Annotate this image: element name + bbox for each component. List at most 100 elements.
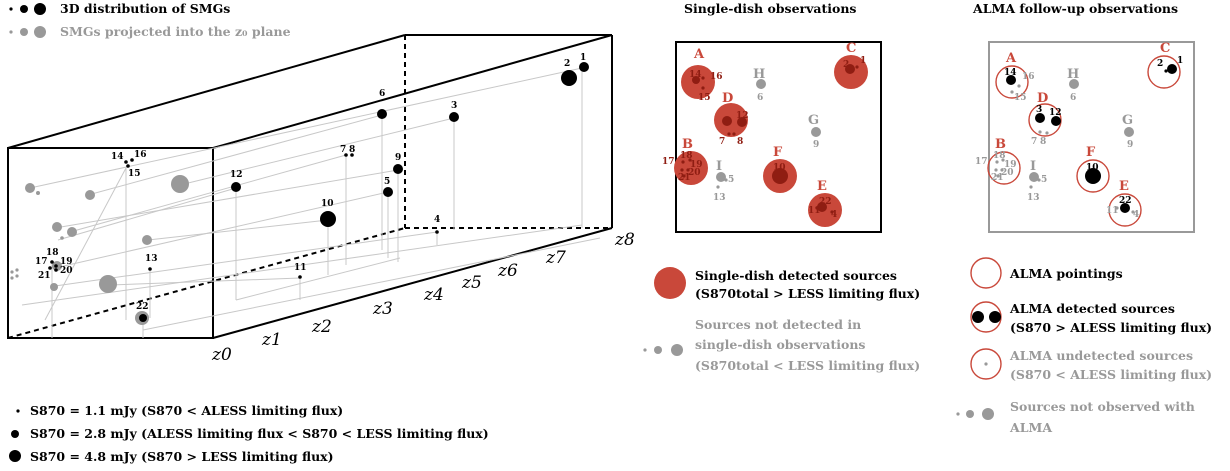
legend-projected-label: SMGs projected into the z₀ plane xyxy=(60,24,291,39)
svg-text:16: 16 xyxy=(134,150,147,160)
z-axis-labels: z0 z1 z2 z3 z4 z5 z6 z7 z8 xyxy=(211,230,635,365)
z-label: z1 xyxy=(261,330,282,350)
projected-points xyxy=(10,175,189,325)
flux-legend: S870 = 1.1 mJy (S870 < ALESS limiting fl… xyxy=(9,403,489,464)
svg-text:12: 12 xyxy=(736,111,749,121)
svg-text:15: 15 xyxy=(128,169,141,179)
svg-text:8: 8 xyxy=(349,145,355,155)
svg-text:9: 9 xyxy=(813,140,819,150)
box-3d xyxy=(7,34,613,339)
alma-legend: ALMA pointings ALMA detected sources (S8… xyxy=(956,257,1212,435)
svg-text:4: 4 xyxy=(831,210,837,220)
single-dish-legend: Single-dish detected sources (S870total … xyxy=(643,267,920,373)
svg-text:19: 19 xyxy=(1004,160,1017,170)
svg-text:14: 14 xyxy=(1004,68,1017,78)
legend-3d-label: 3D distribution of SMGs xyxy=(60,1,230,16)
flux-legend-medium: S870 = 2.8 mJy (ALESS limiting flux < S8… xyxy=(30,426,489,441)
svg-text:5: 5 xyxy=(1041,175,1047,185)
top-legend: 3D distribution of SMGs SMGs projected i… xyxy=(9,1,291,39)
svg-text:21: 21 xyxy=(678,173,691,183)
svg-text:6: 6 xyxy=(379,89,385,99)
svg-text:6: 6 xyxy=(1070,93,1076,103)
svg-text:G: G xyxy=(1122,113,1133,128)
svg-text:9: 9 xyxy=(1127,140,1133,150)
svg-text:13: 13 xyxy=(1027,193,1040,203)
svg-text:18: 18 xyxy=(46,248,59,258)
svg-text:3: 3 xyxy=(1036,105,1042,115)
svg-text:I: I xyxy=(716,159,722,174)
single-dish-title: Single-dish observations xyxy=(684,1,856,16)
svg-text:A: A xyxy=(693,47,705,62)
svg-text:3: 3 xyxy=(451,101,457,111)
svg-text:2: 2 xyxy=(843,60,849,70)
svg-text:1: 1 xyxy=(580,53,586,63)
svg-text:21: 21 xyxy=(991,173,1004,183)
svg-text:5: 5 xyxy=(384,177,390,187)
svg-text:19: 19 xyxy=(690,160,703,170)
svg-text:14: 14 xyxy=(689,70,702,80)
z-label: z3 xyxy=(372,299,393,319)
svg-text:7: 7 xyxy=(340,145,346,155)
svg-text:22: 22 xyxy=(136,302,149,312)
svg-text:22: 22 xyxy=(1119,196,1132,206)
z-label: z2 xyxy=(311,317,332,337)
svg-text:2: 2 xyxy=(564,59,570,69)
alma-legend-undetected-1: ALMA undetected sources xyxy=(1009,348,1193,363)
svg-text:A: A xyxy=(1005,51,1017,66)
svg-text:7: 7 xyxy=(1031,137,1037,147)
svg-text:12: 12 xyxy=(1049,108,1062,118)
svg-text:I: I xyxy=(1030,159,1036,174)
svg-text:D: D xyxy=(1037,91,1048,106)
svg-text:20: 20 xyxy=(60,266,73,276)
sd-legend-undetected-2: single-dish observations xyxy=(695,337,865,352)
svg-text:11: 11 xyxy=(294,263,307,273)
z-label: z6 xyxy=(497,261,518,281)
svg-text:10: 10 xyxy=(321,199,334,209)
sd-legend-detected: Single-dish detected sources xyxy=(695,268,897,283)
svg-text:20: 20 xyxy=(688,168,701,178)
svg-text:15: 15 xyxy=(1014,93,1027,103)
svg-text:D: D xyxy=(722,91,733,106)
svg-text:17: 17 xyxy=(662,157,675,167)
svg-text:16: 16 xyxy=(710,72,723,82)
svg-text:16: 16 xyxy=(1022,72,1035,82)
sd-legend-undetected-3: (S870total < LESS limiting flux) xyxy=(695,358,920,373)
z-label: z7 xyxy=(545,248,566,268)
svg-text:H: H xyxy=(753,67,765,82)
svg-text:21: 21 xyxy=(38,271,51,281)
svg-text:B: B xyxy=(995,137,1006,152)
flux-legend-small: S870 = 1.1 mJy (S870 < ALESS limiting fl… xyxy=(30,403,343,418)
svg-text:6: 6 xyxy=(757,93,763,103)
svg-text:8: 8 xyxy=(737,137,743,147)
svg-text:18: 18 xyxy=(680,151,693,161)
z-label: z5 xyxy=(461,273,482,293)
svg-text:1: 1 xyxy=(860,56,866,66)
svg-text:10: 10 xyxy=(773,163,786,173)
svg-text:10: 10 xyxy=(1086,163,1099,173)
svg-text:F: F xyxy=(773,145,783,160)
svg-text:17: 17 xyxy=(975,157,988,167)
svg-text:E: E xyxy=(817,179,827,194)
sd-legend-undetected-1: Sources not detected in xyxy=(695,317,861,332)
alma-legend-undetected-2: (S870 < ALESS limiting flux) xyxy=(1010,367,1212,382)
svg-text:13: 13 xyxy=(145,254,158,264)
svg-text:5: 5 xyxy=(728,175,734,185)
svg-text:19: 19 xyxy=(60,257,73,267)
z-label: z4 xyxy=(423,285,444,305)
z-label: z8 xyxy=(614,230,635,250)
svg-text:4: 4 xyxy=(434,215,440,225)
svg-text:C: C xyxy=(846,41,856,56)
svg-text:15: 15 xyxy=(698,93,711,103)
alma-title: ALMA follow-up observations xyxy=(972,1,1178,16)
svg-text:1: 1 xyxy=(1177,56,1183,66)
z-label: z0 xyxy=(211,345,232,365)
flux-legend-large: S870 = 4.8 mJy (S870 > LESS limiting flu… xyxy=(30,449,334,464)
svg-text:11: 11 xyxy=(1106,206,1119,216)
alma-legend-notobs-1: Sources not observed with xyxy=(1010,399,1195,414)
alma-legend-pointings: ALMA pointings xyxy=(1009,266,1123,281)
svg-text:F: F xyxy=(1086,145,1096,160)
svg-text:7: 7 xyxy=(719,137,725,147)
